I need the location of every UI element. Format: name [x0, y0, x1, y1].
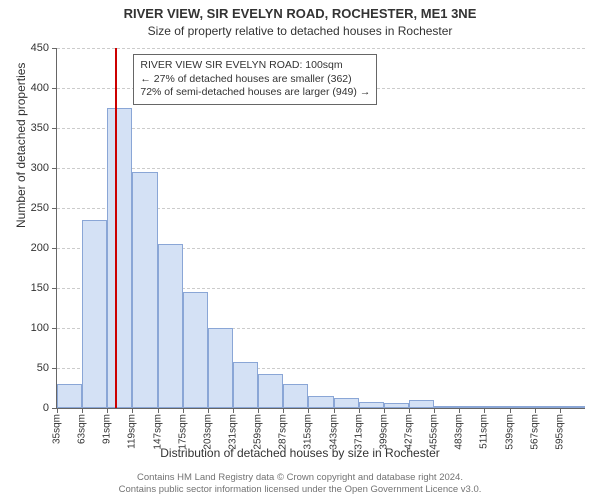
plot-area: 05010015020025030035040045035sqm63sqm91s… [56, 48, 585, 409]
histogram-bar [334, 398, 359, 408]
histogram-bar [384, 403, 409, 408]
x-tick [459, 408, 460, 413]
marker-line [115, 48, 117, 408]
x-tick [208, 408, 209, 413]
gridline [57, 128, 585, 129]
footer-line-1: Contains HM Land Registry data © Crown c… [0, 472, 600, 484]
y-tick-label: 450 [31, 42, 49, 54]
chart-container: RIVER VIEW, SIR EVELYN ROAD, ROCHESTER, … [0, 0, 600, 500]
x-tick [82, 408, 83, 413]
y-tick-label: 350 [31, 122, 49, 134]
y-tick-label: 300 [31, 162, 49, 174]
footer-attribution: Contains HM Land Registry data © Crown c… [0, 472, 600, 496]
x-tick [535, 408, 536, 413]
x-tick-label: 119sqm [127, 414, 138, 449]
x-tick [283, 408, 284, 413]
y-tick-label: 150 [31, 282, 49, 294]
y-tick-label: 100 [31, 322, 49, 334]
x-tick-label: 63sqm [77, 414, 88, 444]
gridline [57, 168, 585, 169]
y-tick-label: 50 [37, 362, 49, 374]
y-tick [52, 48, 57, 49]
y-tick [52, 168, 57, 169]
x-tick-label: 231sqm [228, 414, 239, 450]
histogram-bar [183, 292, 208, 408]
y-tick-label: 400 [31, 82, 49, 94]
x-tick-label: 203sqm [202, 414, 213, 450]
chart-title-main: RIVER VIEW, SIR EVELYN ROAD, ROCHESTER, … [0, 6, 600, 21]
annotation-line: RIVER VIEW SIR EVELYN ROAD: 100sqm [140, 59, 370, 73]
x-tick [183, 408, 184, 413]
annotation-box: RIVER VIEW SIR EVELYN ROAD: 100sqm← 27% … [133, 54, 377, 105]
gridline [57, 48, 585, 49]
x-tick [359, 408, 360, 413]
x-tick-label: 371sqm [353, 414, 364, 450]
x-tick-label: 455sqm [429, 414, 440, 450]
x-tick [158, 408, 159, 413]
annotation-line: 72% of semi-detached houses are larger (… [140, 86, 370, 100]
histogram-bar [283, 384, 308, 408]
x-tick-label: 175sqm [177, 414, 188, 450]
histogram-bar [308, 396, 333, 408]
x-tick-label: 287sqm [278, 414, 289, 450]
histogram-bar [434, 406, 459, 408]
histogram-bar [258, 374, 283, 408]
x-tick [233, 408, 234, 413]
y-tick [52, 248, 57, 249]
y-tick [52, 328, 57, 329]
y-tick-label: 200 [31, 242, 49, 254]
x-tick [510, 408, 511, 413]
y-tick [52, 88, 57, 89]
x-tick-label: 399sqm [378, 414, 389, 450]
x-tick [258, 408, 259, 413]
x-tick-label: 343sqm [328, 414, 339, 450]
x-tick [334, 408, 335, 413]
x-tick [434, 408, 435, 413]
x-tick-label: 511sqm [479, 414, 490, 449]
histogram-bar [484, 406, 509, 408]
histogram-bar [359, 402, 384, 408]
x-tick [132, 408, 133, 413]
histogram-bar [82, 220, 107, 408]
x-tick-label: 259sqm [253, 414, 264, 450]
x-tick [384, 408, 385, 413]
y-tick [52, 208, 57, 209]
x-tick-label: 147sqm [152, 414, 163, 450]
x-tick-label: 483sqm [454, 414, 465, 450]
histogram-bar [132, 172, 157, 408]
x-tick-label: 91sqm [102, 414, 113, 444]
y-tick [52, 368, 57, 369]
x-tick [560, 408, 561, 413]
x-tick [308, 408, 309, 413]
histogram-bar [510, 406, 535, 408]
x-tick-label: 315sqm [303, 414, 314, 450]
x-tick-label: 427sqm [404, 414, 415, 450]
y-tick [52, 128, 57, 129]
histogram-bar [208, 328, 233, 408]
y-tick [52, 288, 57, 289]
histogram-bar [57, 384, 82, 408]
y-tick-label: 250 [31, 202, 49, 214]
histogram-bar [560, 406, 585, 408]
x-tick [484, 408, 485, 413]
y-tick-label: 0 [43, 402, 49, 414]
histogram-bar [158, 244, 183, 408]
footer-line-2: Contains public sector information licen… [0, 484, 600, 496]
chart-title-sub: Size of property relative to detached ho… [0, 24, 600, 38]
x-tick-label: 539sqm [504, 414, 515, 450]
annotation-line: ← 27% of detached houses are smaller (36… [140, 73, 370, 87]
histogram-bar [459, 406, 484, 408]
histogram-bar [233, 362, 258, 408]
x-tick-label: 567sqm [529, 414, 540, 450]
x-tick [409, 408, 410, 413]
x-tick [57, 408, 58, 413]
x-tick-label: 35sqm [52, 414, 63, 444]
x-tick [107, 408, 108, 413]
histogram-bar [409, 400, 434, 408]
x-tick-label: 595sqm [554, 414, 565, 450]
histogram-bar [107, 108, 132, 408]
y-axis-label: Number of detached properties [14, 63, 28, 228]
x-axis-label: Distribution of detached houses by size … [0, 446, 600, 460]
histogram-bar [535, 406, 560, 408]
